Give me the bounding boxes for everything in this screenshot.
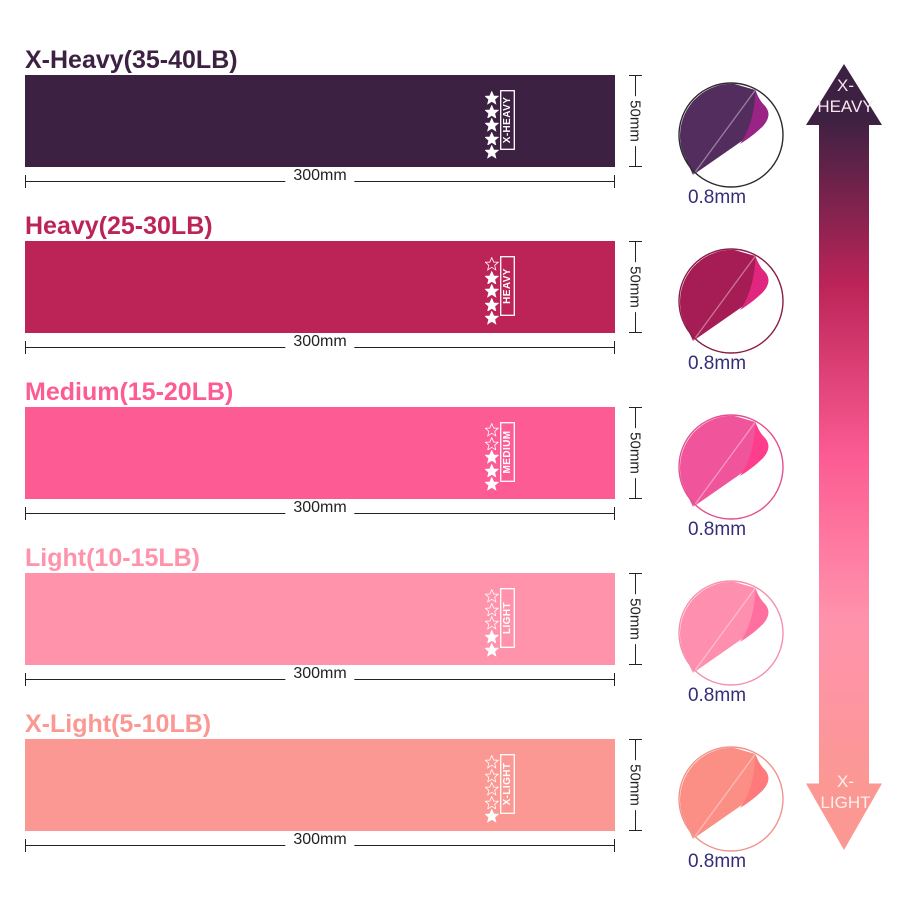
svg-text:LIGHT: LIGHT [502,602,513,634]
svg-text:X-LIGHT: X-LIGHT [502,763,513,806]
svg-text:MEDIUM: MEDIUM [502,431,513,474]
svg-text:X-HEAVY: X-HEAVY [502,97,513,144]
svg-text:HEAVY: HEAVY [502,268,513,304]
